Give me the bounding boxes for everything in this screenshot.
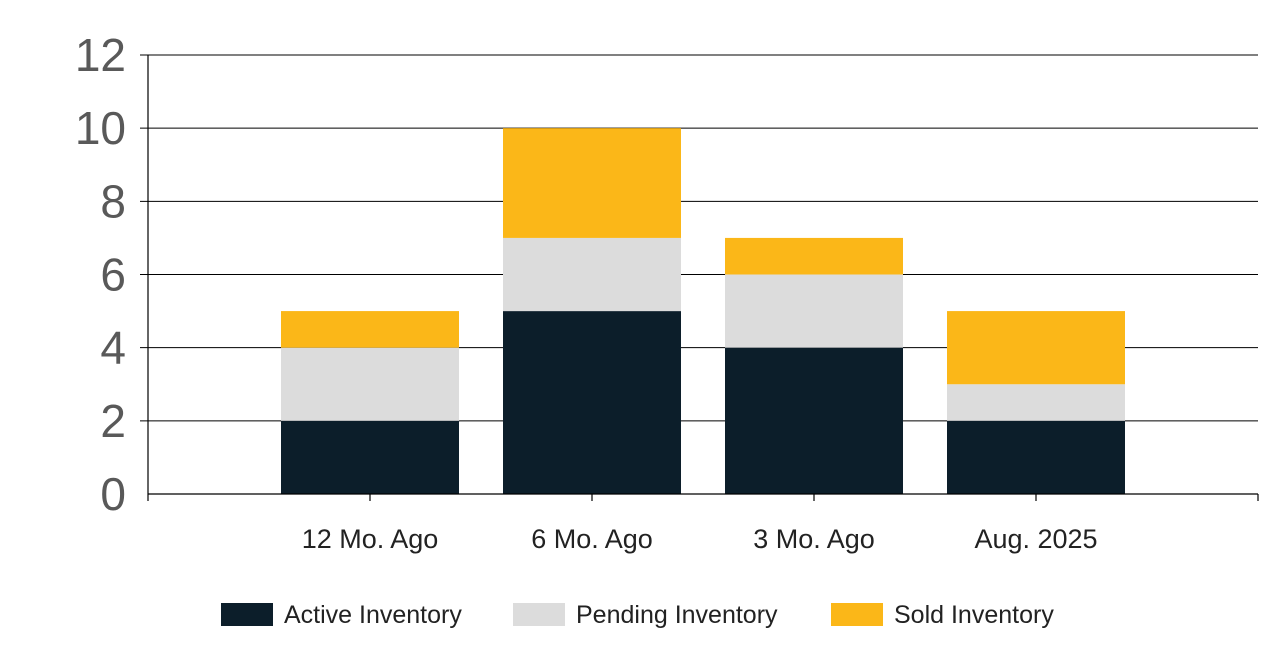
x-tick-label: 3 Mo. Ago bbox=[753, 524, 875, 554]
legend-item-active-inventory: Active Inventory bbox=[221, 601, 462, 629]
bar-sold-inventory-2 bbox=[503, 128, 681, 238]
bar-pending-inventory-3 bbox=[725, 274, 903, 348]
x-axis bbox=[147, 55, 1259, 501]
y-tick-label: 6 bbox=[100, 249, 126, 301]
bar-sold-inventory-3 bbox=[725, 237, 903, 275]
x-tick-label: 12 Mo. Ago bbox=[302, 524, 439, 554]
x-tick-label: Aug. 2025 bbox=[974, 524, 1097, 554]
y-axis-ticks: 0 2 4 6 8 10 12 bbox=[75, 29, 126, 520]
bars bbox=[281, 128, 1125, 494]
bar-active-inventory-3 bbox=[725, 347, 903, 494]
legend-item-pending-inventory: Pending Inventory bbox=[513, 601, 778, 629]
bar-pending-inventory-1 bbox=[281, 347, 459, 421]
legend-swatch bbox=[513, 603, 565, 626]
y-tick-label: 0 bbox=[100, 468, 126, 520]
bar-pending-inventory-4 bbox=[947, 384, 1125, 421]
bar-pending-inventory-2 bbox=[503, 237, 681, 312]
legend-label: Active Inventory bbox=[284, 601, 462, 629]
legend: Active Inventory Pending Inventory Sold In… bbox=[221, 601, 1054, 629]
y-tick-label: 12 bbox=[75, 29, 126, 81]
y-tick-label: 4 bbox=[100, 322, 126, 374]
bar-sold-inventory-1 bbox=[281, 311, 459, 348]
bar-active-inventory-4 bbox=[947, 420, 1125, 494]
y-tick-label: 8 bbox=[100, 175, 126, 227]
legend-label: Sold Inventory bbox=[894, 601, 1054, 629]
bar-active-inventory-2 bbox=[503, 311, 681, 494]
y-tick-label: 10 bbox=[75, 102, 126, 154]
y-tick-label: 2 bbox=[100, 395, 126, 447]
bar-active-inventory-1 bbox=[281, 420, 459, 494]
bar-sold-inventory-4 bbox=[947, 311, 1125, 385]
x-tick-label: 6 Mo. Ago bbox=[531, 524, 653, 554]
x-axis-ticks: 12 Mo. Ago 6 Mo. Ago 3 Mo. Ago Aug. 2025 bbox=[302, 524, 1098, 554]
legend-item-sold-inventory: Sold Inventory bbox=[831, 601, 1054, 629]
legend-swatch bbox=[831, 603, 883, 626]
legend-swatch bbox=[221, 603, 273, 626]
legend-label: Pending Inventory bbox=[576, 601, 778, 629]
